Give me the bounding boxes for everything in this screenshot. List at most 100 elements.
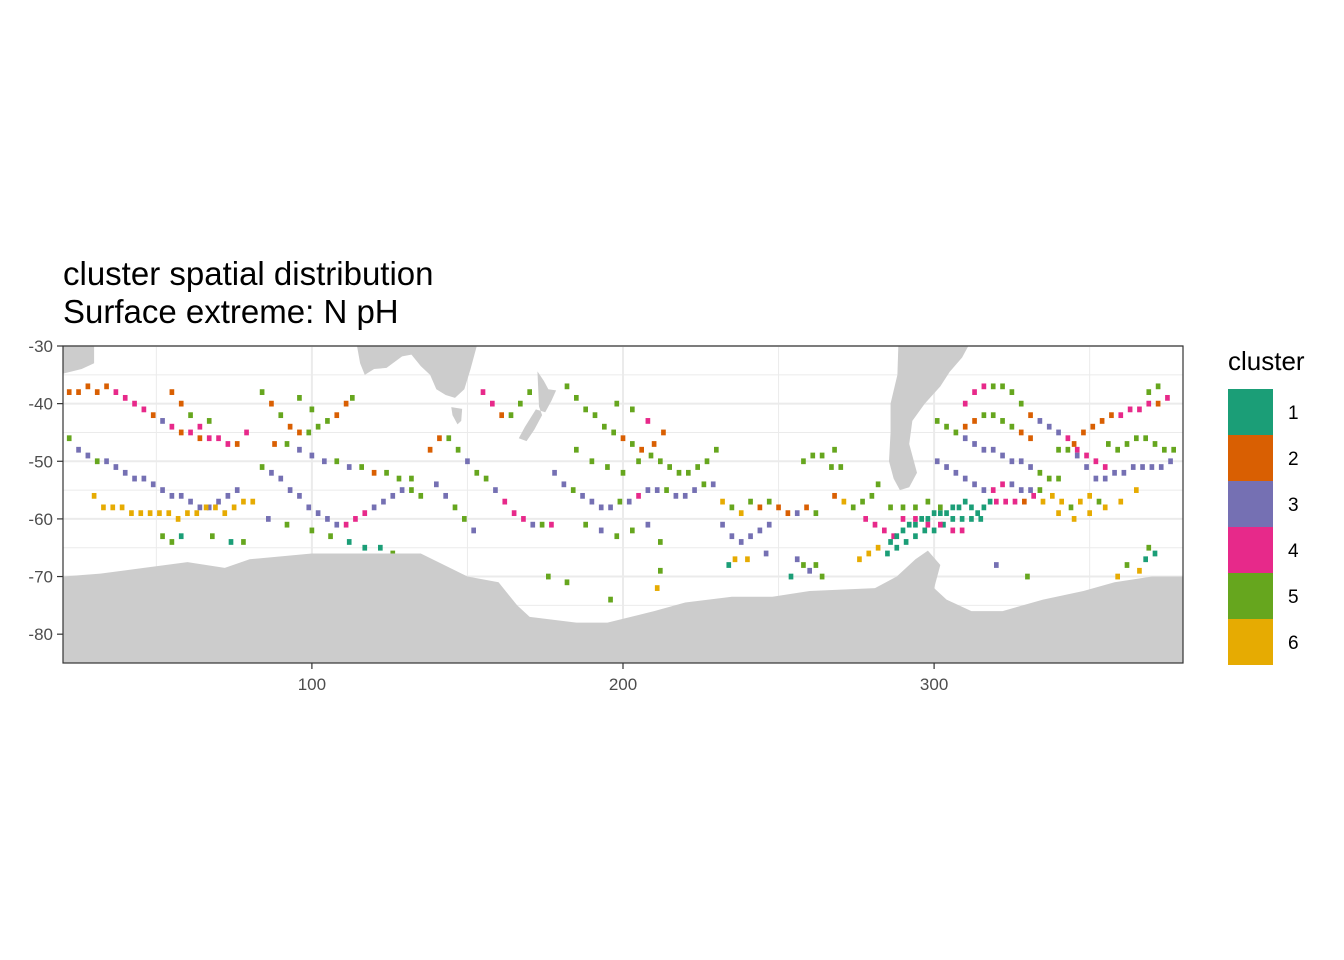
cluster-cell	[630, 406, 635, 413]
cluster-cell	[480, 389, 486, 395]
cluster-cell	[972, 441, 977, 447]
cluster-cell	[1081, 429, 1086, 436]
cluster-cell	[119, 504, 125, 511]
cluster-cell	[1028, 412, 1033, 419]
cluster-cell	[608, 596, 613, 603]
cluster-cell	[216, 498, 221, 505]
cluster-cell	[150, 412, 156, 419]
cluster-cell	[598, 504, 604, 511]
cluster-cell	[994, 498, 999, 505]
cluster-cell	[1074, 446, 1080, 453]
cluster-cell	[350, 394, 355, 401]
cluster-cell	[76, 446, 81, 453]
cluster-cell	[658, 567, 663, 574]
cluster-cell	[1102, 504, 1108, 511]
cluster-cell	[990, 487, 996, 493]
cluster-cell	[925, 516, 931, 522]
cluster-cell	[801, 458, 806, 465]
cluster-cell	[1096, 498, 1102, 505]
cluster-cell	[978, 516, 984, 522]
cluster-cell	[1121, 469, 1127, 476]
cluster-cell	[1065, 435, 1071, 442]
cluster-cell	[278, 412, 284, 419]
cluster-cell	[530, 521, 536, 528]
cluster-cell	[648, 452, 654, 459]
cluster-cell	[546, 573, 551, 580]
cluster-cell	[315, 423, 321, 430]
cluster-cell	[620, 435, 626, 442]
cluster-cell	[122, 469, 128, 476]
cluster-cell	[1028, 435, 1033, 442]
cluster-cell	[919, 516, 924, 522]
cluster-cell	[682, 492, 688, 499]
cluster-cell	[178, 400, 184, 407]
cluster-cell	[1040, 498, 1046, 505]
cluster-cell	[259, 464, 265, 470]
cluster-cell	[574, 446, 579, 453]
cluster-cell	[1071, 441, 1077, 447]
cluster-cell	[860, 498, 865, 505]
cluster-cell	[1009, 423, 1015, 430]
cluster-cells	[66, 383, 1176, 603]
legend: 1 2 3 4 5 6	[1228, 389, 1299, 665]
cluster-cell	[493, 487, 498, 493]
cluster-cell	[110, 504, 116, 511]
cluster-cell	[944, 510, 949, 517]
cluster-cell	[343, 400, 349, 407]
cluster-cell	[94, 458, 100, 465]
cluster-cell	[490, 400, 495, 407]
cluster-cell	[676, 469, 682, 476]
cluster-cell	[1000, 481, 1005, 488]
cluster-cell	[1000, 452, 1005, 459]
cluster-cell	[309, 406, 315, 413]
cluster-cell	[85, 452, 91, 459]
cluster-cell	[956, 504, 962, 511]
cluster-cell	[1137, 567, 1142, 574]
land-polygon	[357, 346, 477, 398]
cluster-cell	[1168, 458, 1173, 465]
cluster-cell	[160, 533, 165, 540]
cluster-cell	[381, 498, 386, 505]
cluster-cell	[950, 527, 956, 534]
cluster-cell	[178, 533, 184, 540]
cluster-cell	[1149, 464, 1155, 470]
cluster-cell	[132, 400, 137, 407]
cluster-cell	[1056, 429, 1061, 436]
cluster-cell	[994, 562, 999, 568]
cluster-cell	[241, 539, 246, 545]
cluster-cell	[757, 504, 763, 511]
cluster-cell	[673, 492, 679, 499]
cluster-cell	[959, 527, 965, 534]
cluster-cell	[888, 539, 893, 545]
legend-key	[1228, 481, 1273, 527]
cluster-cell	[1050, 492, 1055, 499]
cluster-cell	[297, 394, 302, 401]
cluster-cell	[269, 400, 274, 407]
cluster-cell	[841, 498, 847, 505]
cluster-cell	[390, 550, 396, 557]
cluster-cell	[104, 383, 109, 390]
cluster-cell	[981, 487, 987, 493]
cluster-cell	[1028, 487, 1033, 493]
cluster-cell	[695, 464, 700, 470]
cluster-cell	[371, 504, 377, 511]
cluster-cell	[518, 400, 523, 407]
cluster-cell	[129, 510, 134, 517]
cluster-cell	[549, 521, 554, 528]
cluster-cell	[1000, 383, 1005, 390]
cluster-cell	[561, 481, 567, 488]
cluster-cell	[788, 573, 794, 580]
cluster-cell	[241, 498, 246, 505]
cluster-cell	[334, 412, 340, 419]
cluster-cell	[1056, 475, 1061, 482]
cluster-cell	[150, 481, 156, 488]
cluster-cell	[1018, 429, 1024, 436]
cluster-cell	[1102, 475, 1108, 482]
legend-label: 1	[1288, 403, 1299, 424]
legend-key	[1228, 389, 1273, 435]
cluster-cell	[287, 423, 293, 430]
cluster-cell	[427, 446, 433, 453]
cluster-cell	[934, 418, 940, 424]
cluster-cell	[913, 521, 918, 528]
cluster-cell	[1084, 464, 1089, 470]
